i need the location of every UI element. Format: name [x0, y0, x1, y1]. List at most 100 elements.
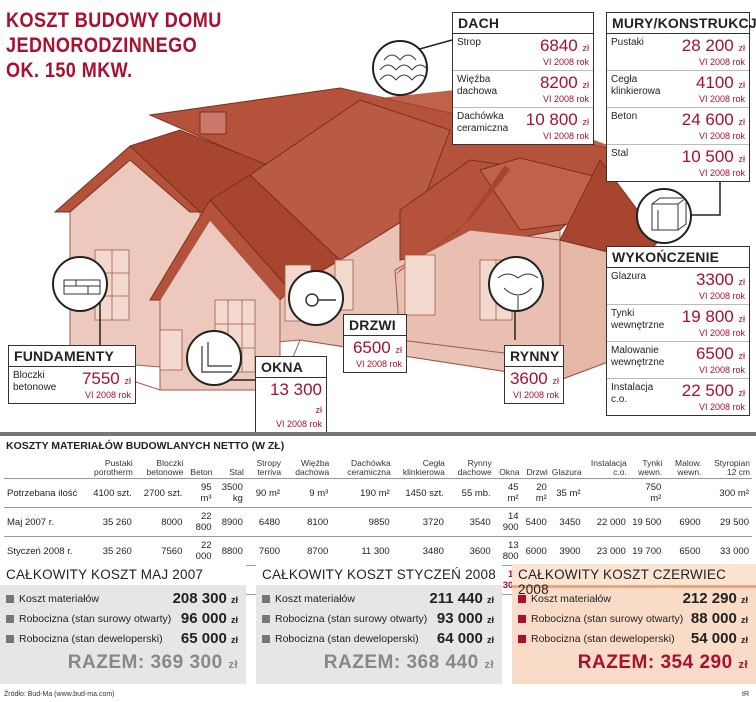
table-column-header: Stropy terriva — [256, 458, 282, 477]
date-label: VI 2008 rok — [698, 94, 745, 104]
date-label: VI 2008 rok — [275, 419, 322, 429]
date-label: VI 2008 rok — [698, 365, 745, 375]
roof-row-wiezba: Więźba dachowa 8200 zł VI 2008 rok — [453, 71, 593, 108]
roof-row-dachowka: Dachówka ceramiczna 10 800 zł VI 2008 rok — [453, 108, 593, 144]
total-value: 368 440 — [406, 652, 479, 673]
table-column-header: Malow. wewn. — [675, 458, 702, 477]
table-cell: 1450 szt. — [392, 478, 447, 508]
date-label: VI 2008 rok — [698, 291, 745, 301]
table-cell: 95 m³ — [185, 478, 215, 508]
table-cell: 90 m² — [245, 478, 284, 508]
table-cell: 3540 — [446, 507, 494, 537]
foundation-row: Bloczki betonowe 7550 zł VI 2008 rok — [9, 367, 135, 403]
summary-row: Koszt materiałów 212 290 zł — [512, 588, 756, 608]
unit-label: zł — [582, 80, 590, 90]
finishing-row-value: 22 500 — [681, 381, 734, 400]
table-cell: 22 000 — [583, 507, 629, 537]
unit-label: zł — [738, 43, 746, 53]
page-title: KOSZT BUDOWY DOMU JEDNORODZINNEGO OK. 15… — [6, 8, 230, 83]
finishing-row: Malowanie wewnętrzne 6500 zł VI 2008 rok — [607, 342, 749, 379]
roof-tile-detail-icon — [372, 40, 428, 96]
table-column-header: Drzwi — [526, 467, 548, 477]
summary-row-label-wrap: Koszt materiałów — [6, 593, 99, 605]
windows-cost-panel: OKNA 13 300 zł VI 2008 rok — [255, 356, 327, 433]
roof-row-label: Strop — [457, 37, 481, 48]
summary-row-value: 211 440 — [429, 590, 483, 607]
roof-row-value: 6840 — [539, 36, 578, 55]
table-cell: 190 m² — [331, 478, 393, 508]
table-column-header — [4, 458, 82, 479]
summary-jun-2008: CAŁKOWITY KOSZT CZERWIEC 2008 Koszt mate… — [512, 564, 756, 684]
materials-table: Pustaki porotherm Bloczki betonowe Beton St… — [4, 458, 752, 595]
unit-label: zł — [486, 595, 494, 605]
date-label: VI 2008 rok — [542, 94, 589, 104]
summary-row-label: Koszt materiałów — [275, 593, 355, 605]
table-cell: 9850 — [331, 507, 393, 537]
table-column-header: Okna — [499, 467, 520, 477]
summary-row: Koszt materiałów 211 440 zł — [256, 588, 502, 608]
table-column-header: Beton — [190, 467, 213, 477]
table-cell: 3480 — [392, 536, 447, 566]
doors-row: 6500 zł VI 2008 rok — [344, 336, 406, 372]
finishing-row-value: 19 800 — [681, 307, 734, 326]
unit-label: zł — [228, 659, 238, 671]
summary-row-label: Koszt materiałów — [19, 593, 99, 605]
table-row-label: Maj 2007 r. — [4, 507, 82, 537]
unit-label: zł — [738, 351, 746, 361]
bullet-square-icon — [262, 595, 270, 603]
table-row: Maj 2007 r. 35 260 8000 22 800 8900 6480 8100 9… — [4, 507, 752, 537]
table-cell: 14 900 — [493, 507, 522, 537]
table-column-header: Pustaki porotherm — [94, 458, 133, 477]
summary-row-label: Robocizna (stan deweloperski) — [19, 633, 163, 645]
summary-row-label: Robocizna (stan surowy otwarty) — [275, 613, 428, 625]
total-label: RAZEM: — [577, 652, 655, 673]
gutters-row: 3600 zł VI 2008 rok — [505, 367, 563, 403]
unit-label: zł — [740, 635, 748, 645]
roof-row-label: Dachówka ceramiczna — [457, 111, 509, 134]
finishing-header: WYKOŃCZENIE — [607, 247, 749, 268]
walls-row-label: Cegła klinkierowa — [611, 74, 661, 97]
foundation-row-label: Bloczki betonowe — [13, 370, 57, 393]
unit-label: zł — [486, 615, 494, 625]
gutters-value: 3600 — [509, 369, 548, 388]
table-cell: 35 260 — [82, 507, 135, 537]
summary-row: Robocizna (stan surowy otwarty) 96 000 zł — [0, 608, 246, 628]
table-cell: 20 m² — [521, 478, 550, 508]
date-label: VI 2008 rok — [698, 402, 745, 412]
table-column-header: Tynki wewn. — [638, 458, 663, 477]
summary-row-value: 93 000 — [436, 610, 483, 627]
unit-label: zł — [738, 314, 746, 324]
unit-label: zł — [230, 635, 238, 645]
materials-table-wrapper: Pustaki porotherm Bloczki betonowe Beton St… — [4, 458, 752, 595]
table-cell: 7560 — [134, 536, 186, 566]
date-label: VI 2008 rok — [698, 328, 745, 338]
summary-total: RAZEM: 369 300 zł — [0, 648, 246, 674]
table-cell: 6900 — [664, 507, 704, 537]
unit-label: zł — [552, 376, 560, 386]
unit-label: zł — [740, 595, 748, 605]
finishing-cost-panel: WYKOŃCZENIE Glazura 3300 zł VI 2008 rok T… — [606, 246, 750, 416]
date-label: VI 2008 rok — [542, 57, 589, 67]
table-cell: 19 700 — [628, 536, 665, 566]
summary-row-value: 88 000 — [690, 610, 737, 627]
table-cell: 29 500 — [703, 507, 752, 537]
date-label: VI 2008 rok — [698, 168, 745, 178]
table-cell: 45 m² — [493, 478, 522, 508]
walls-row-value: 24 600 — [681, 110, 734, 129]
gutters-cost-panel: RYNNY 3600 zł VI 2008 rok — [504, 345, 564, 404]
table-cell: 8700 — [283, 536, 332, 566]
table-cell: 11 300 — [331, 536, 393, 566]
doors-value: 6500 — [352, 338, 391, 357]
summary-row-label-wrap: Robocizna (stan deweloperski) — [518, 633, 675, 645]
table-column-header: Dachówka ceramiczna — [347, 458, 391, 477]
summary-title: CAŁKOWITY KOSZT CZERWIEC 2008 — [512, 564, 756, 597]
gutters-header: RYNNY — [505, 346, 563, 367]
author-signature: tR — [742, 691, 749, 698]
summary-row: Robocizna (stan deweloperski) 54 000 zł — [512, 628, 756, 648]
windows-value: 13 300 — [270, 380, 322, 399]
summary-jan-2008: CAŁKOWITY KOSZT STYCZEŃ 2008 Koszt mater… — [256, 564, 502, 684]
walls-row: Pustaki 28 200 zł VI 2008 rok — [607, 34, 749, 71]
foundation-cost-panel: FUNDAMENTY Bloczki betonowe 7550 zł VI 20… — [8, 345, 136, 404]
total-label: RAZEM: — [323, 652, 401, 673]
table-cell: 8900 — [214, 507, 246, 537]
